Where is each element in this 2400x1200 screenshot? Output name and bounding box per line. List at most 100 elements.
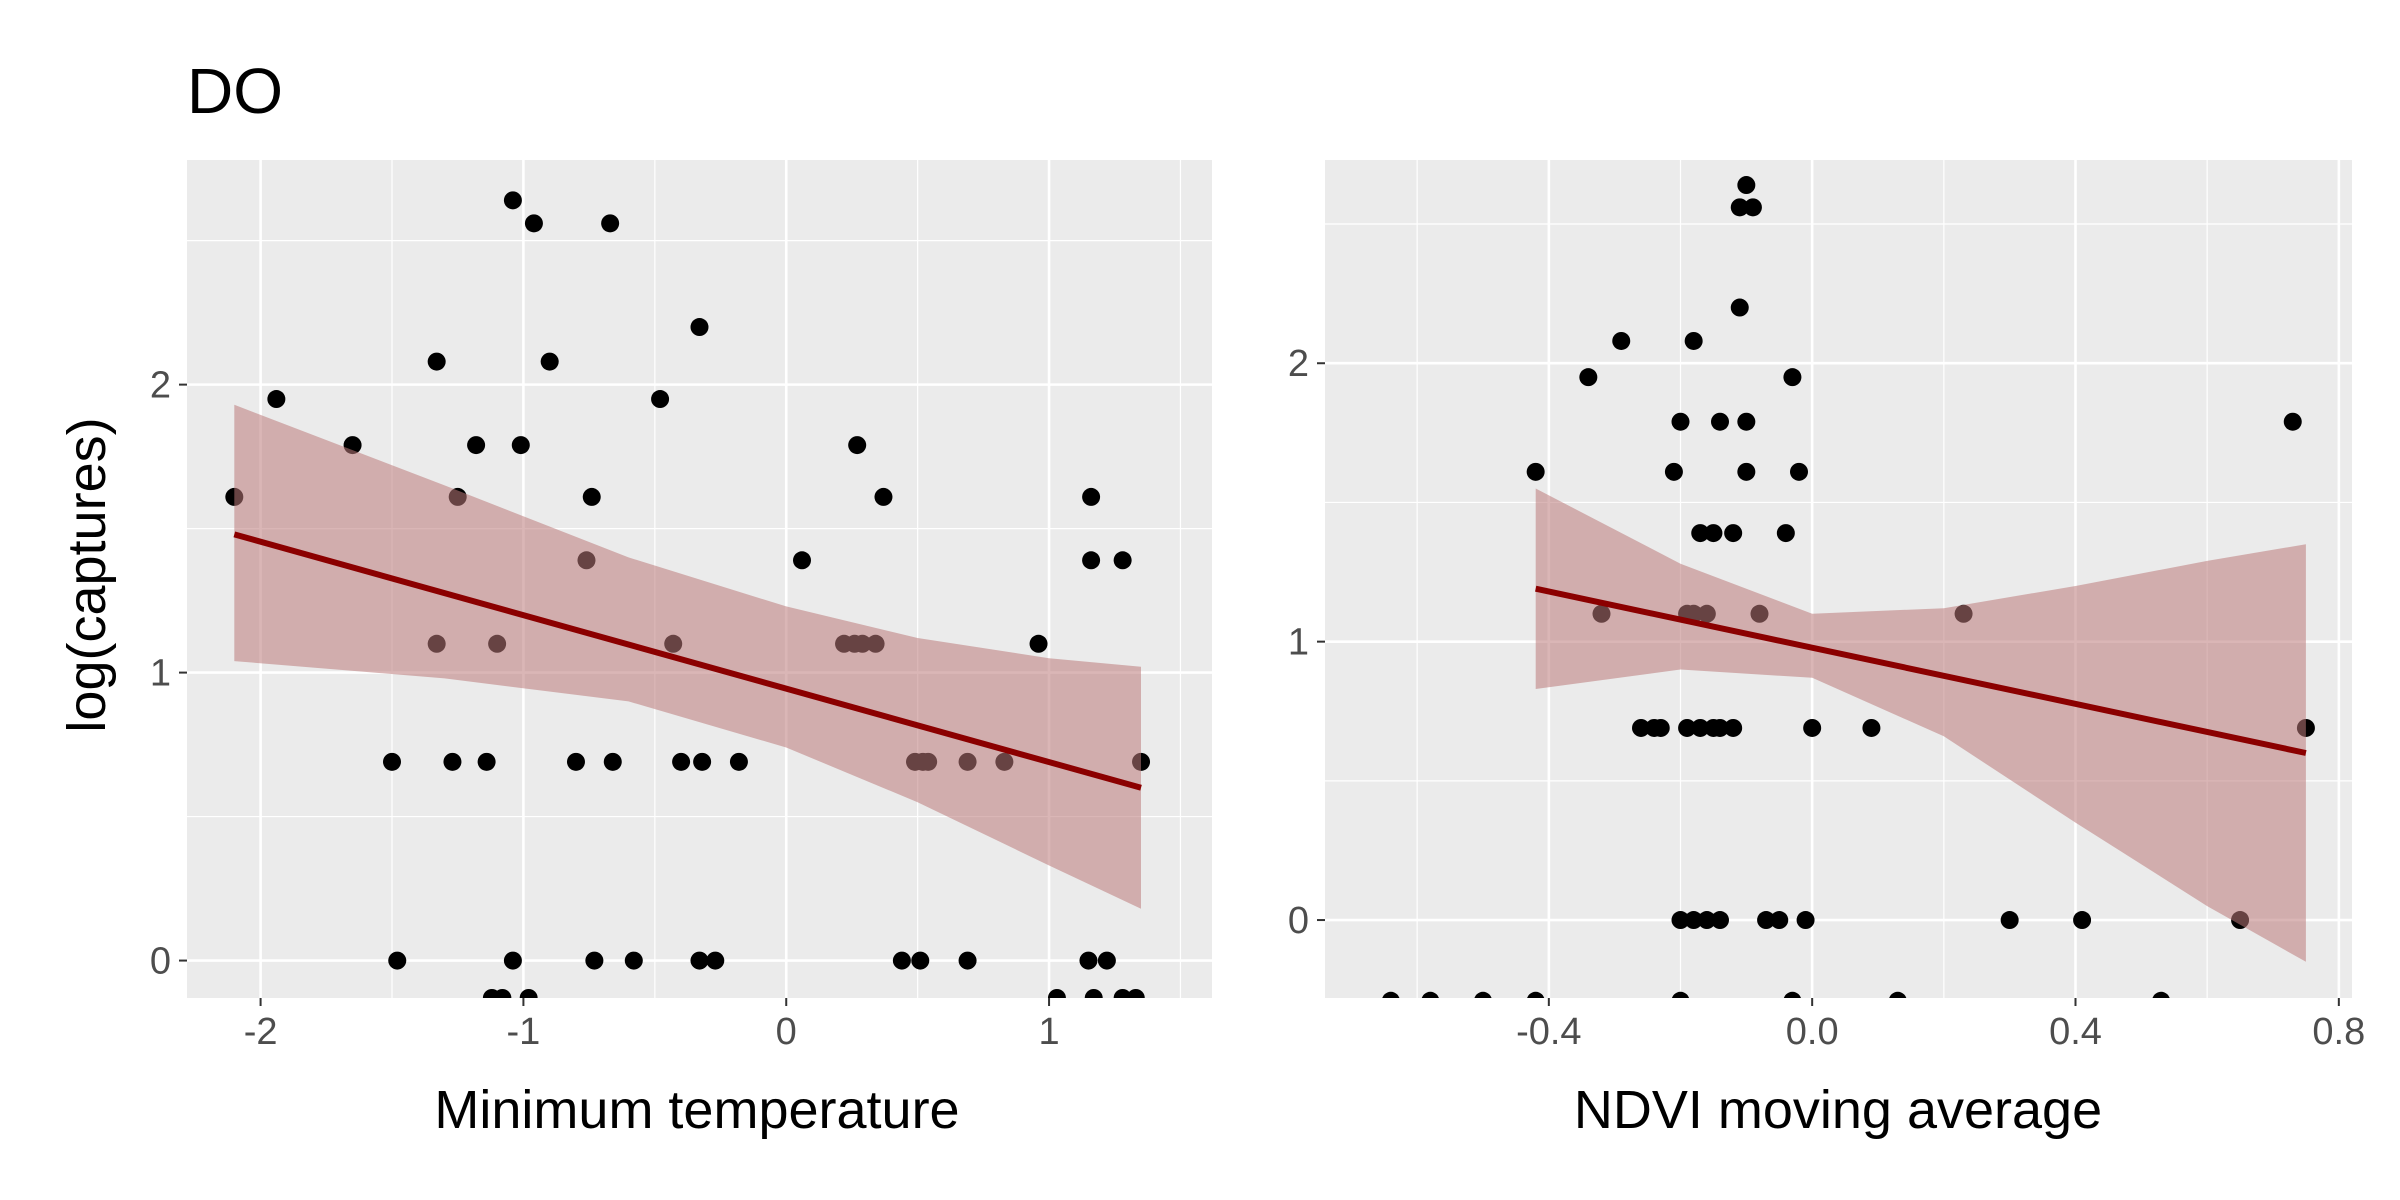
data-point [1082,487,1101,506]
data-point [892,951,911,970]
data-point [2152,991,2170,998]
data-point [1671,991,1690,998]
data-point [624,951,643,970]
data-point [848,436,867,455]
data-point [874,487,893,506]
data-point [1651,718,1670,737]
data-point [1474,991,1492,998]
data-point [524,214,543,233]
data-point [1671,412,1690,431]
x-tick-label: -0.4 [1516,1011,1581,1053]
data-point [1047,989,1066,998]
data-point [1757,911,1776,930]
x-tick-label: -1 [507,1011,541,1053]
data-point [1862,718,1881,737]
data-point [1783,368,1802,387]
data-point [2283,412,2302,431]
regression-line [1535,585,2307,756]
data-point [1790,462,1808,481]
data-point [566,752,585,771]
data-point [729,752,748,771]
data-point [1776,524,1795,543]
data-point [443,752,462,771]
data-point [1783,991,1801,998]
data-point [603,752,622,771]
data-point [388,951,407,970]
confidence-band [1535,488,2306,962]
panel-ndvi-moving-average: -0.4 0.0 0.4 0.8 0 1 2 [1288,160,2365,1053]
data-point [1664,462,1683,481]
data-point [2000,911,2019,930]
data-point [1711,718,1729,737]
data-point [1421,991,1439,998]
data-point [793,551,811,570]
data-point [477,752,496,771]
data-point [467,436,486,455]
data-point [1697,911,1716,930]
data-point [1579,368,1598,387]
data-point [1737,462,1756,481]
y-axis-title: log(captures) [57,417,117,732]
data-point [519,989,538,998]
x-tick-label: 0 [776,1011,797,1053]
data-point [958,951,977,970]
data-point [1730,298,1749,317]
x-tick-label: 0.0 [1786,1011,1839,1053]
data-point [1382,991,1400,998]
data-point [690,318,709,337]
confidence-band [234,404,1142,909]
data-point [1097,951,1116,970]
data-point [511,436,530,455]
data-point [601,214,620,233]
data-point [1889,991,1907,998]
data-point [672,752,691,771]
data-point [706,951,725,970]
data-point [1704,524,1723,543]
data-point [1527,991,1545,998]
data-point [1691,718,1710,737]
y-tick-label: 1 [150,653,171,695]
data-point [911,951,930,970]
x-tick-label: 1 [1038,1011,1059,1053]
data-point [1711,412,1729,431]
data-point [1796,911,1815,930]
x-tick-label: -2 [244,1011,278,1053]
data-point [540,352,559,371]
data-point [690,951,709,970]
data-point [1678,718,1697,737]
data-point [651,390,670,409]
data-point [1711,911,1729,930]
data-point [1084,989,1103,998]
data-point [1724,524,1743,543]
data-point [1770,911,1789,930]
data-point [1737,412,1756,431]
data-point [503,951,522,970]
data-point [2073,911,2092,930]
data-point [1671,911,1690,930]
y-tick-label: 0 [1288,900,1309,942]
data-point [1079,951,1098,970]
y-tick-label: 1 [1288,622,1309,664]
data-point [503,191,522,210]
data-point [1029,634,1048,653]
y-tick-label: 2 [1288,343,1309,385]
data-point [1737,176,1756,195]
data-point [427,352,446,371]
data-point [582,487,601,506]
x-tick-label: 0.8 [2312,1011,2365,1053]
data-point [1743,198,1762,217]
data-point [1632,718,1650,737]
data-point [1724,718,1743,737]
x-axis-title-left: Minimum temperature [434,1080,959,1140]
data-point [1612,331,1631,350]
data-point [585,951,604,970]
y-tick-label: 0 [150,941,171,983]
y-tick-label: 2 [150,365,171,407]
data-point [693,752,712,771]
data-point [1803,718,1822,737]
chart-title: DO [187,55,283,127]
data-point [1082,551,1101,570]
data-point [1526,462,1545,481]
data-point [1684,331,1703,350]
